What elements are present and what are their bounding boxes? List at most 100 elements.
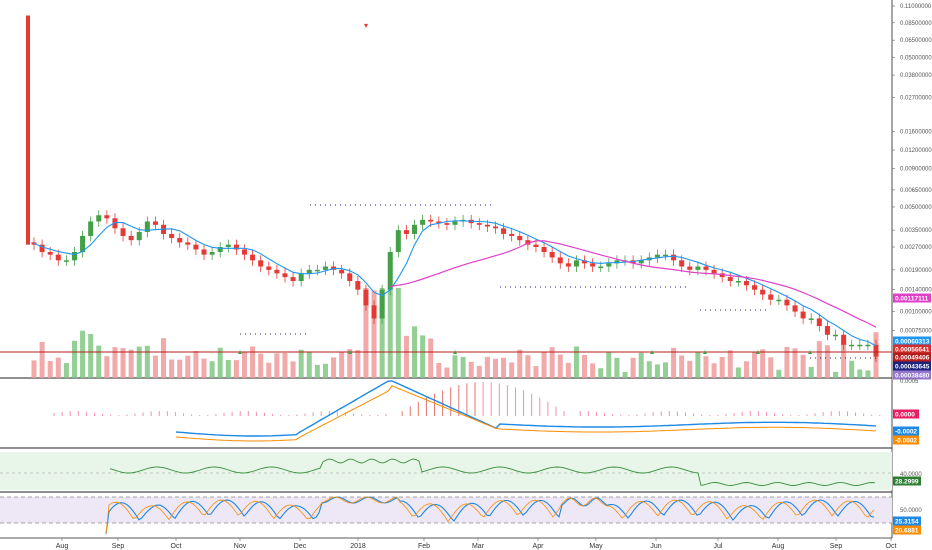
candle-body	[849, 344, 855, 347]
volume-bar	[760, 349, 766, 378]
volume-bar	[460, 356, 466, 378]
volume-bar	[298, 349, 304, 378]
volume-bar	[47, 361, 53, 378]
time-tick-label: Sep	[112, 543, 125, 550]
rsi-band	[0, 452, 892, 490]
candle-body	[298, 273, 304, 282]
volume-bar	[816, 341, 822, 378]
candle-body	[250, 254, 256, 261]
volume-bar	[492, 358, 498, 378]
macd-badge-label: 0.0000	[895, 411, 915, 418]
volume-bar	[290, 361, 296, 378]
volume-bar	[606, 352, 612, 378]
price-tick-label: 0.11000000	[900, 4, 932, 10]
volume-bar	[614, 357, 620, 378]
volume-bar	[865, 370, 871, 378]
volume-bar	[177, 359, 183, 378]
volume-bar	[671, 347, 677, 378]
volume-bar	[282, 352, 288, 378]
price-tick-label: 0.03800000	[900, 73, 932, 79]
candle-body	[638, 260, 644, 264]
candle-body	[768, 294, 774, 300]
candle-body	[420, 219, 426, 225]
price-badge	[893, 370, 931, 380]
rsi-tick-label: 40.0000	[900, 472, 922, 478]
price-tick-label: 0.02700000	[900, 95, 932, 101]
volume-bar	[274, 353, 280, 378]
candle-body	[743, 281, 749, 286]
price-tick-label: 0.00140000	[900, 288, 932, 294]
volume-bar	[436, 363, 442, 378]
candle-body	[266, 266, 272, 270]
candle-body	[363, 289, 369, 306]
volume-bar	[136, 346, 142, 378]
stoch-d-line	[105, 496, 875, 535]
price-tick-label: 0.00270000	[900, 245, 932, 251]
volume-bar	[808, 366, 814, 378]
candle-body	[679, 260, 685, 267]
price-badge-label: 0.00038480	[895, 372, 930, 379]
stoch-k-line	[105, 496, 875, 535]
support-marker	[703, 350, 707, 354]
volume-bar	[743, 361, 749, 378]
volume-bar	[703, 356, 709, 378]
volume-bar	[395, 288, 401, 378]
time-axis[interactable]: Aug Sep Oct Nov Dec 2018 Feb Mar Apr May Jun Jul Aug…	[56, 538, 897, 550]
td-sequential-annotations: ▾	[238, 21, 880, 359]
volume-bar	[266, 362, 272, 378]
candle-body	[719, 273, 725, 278]
price-badge	[893, 293, 931, 303]
candle-spike	[26, 15, 30, 245]
candle-body	[784, 299, 790, 306]
macd-badge	[893, 435, 919, 445]
candle-body	[735, 281, 741, 283]
moving-averages	[0, 220, 892, 353]
candle-body	[428, 219, 434, 222]
candle-body	[169, 233, 175, 239]
price-tick-label: 0.00100000	[900, 310, 932, 316]
candle-body	[549, 252, 555, 258]
volume-bar	[484, 356, 490, 378]
volume-bar	[590, 363, 596, 378]
candle-body	[47, 252, 53, 255]
candle-body	[501, 228, 507, 234]
candle-body	[177, 238, 183, 243]
stoch-badge-label: 20.6881	[895, 527, 919, 534]
price-badge	[893, 344, 931, 354]
volume-bar	[96, 345, 102, 378]
candle-body	[654, 254, 660, 258]
candle-body	[857, 344, 863, 347]
price-badge-label: 0.00043645	[895, 363, 930, 370]
candle-body	[225, 244, 231, 248]
price-badge-label: 0.00049406	[895, 354, 930, 361]
price-tick-label: 0.00900000	[900, 167, 932, 173]
candle-body	[120, 228, 126, 236]
candle-body	[727, 277, 733, 282]
volume-bar	[31, 360, 37, 378]
support-marker	[238, 350, 242, 354]
volume-bar	[646, 361, 652, 378]
volume-bar	[217, 347, 223, 378]
candle-body	[760, 289, 766, 295]
candle-body	[217, 247, 223, 253]
time-tick-label: May	[589, 543, 603, 550]
volume-bar	[468, 361, 474, 378]
volume-bar	[857, 369, 863, 378]
volume-bar	[476, 365, 482, 378]
volume-bar	[233, 360, 239, 378]
macd-tick-label: 0.0005	[900, 379, 919, 385]
stoch-badge	[893, 516, 921, 526]
candle-body	[703, 266, 709, 270]
time-tick-label: Feb	[418, 543, 430, 550]
candle-body	[136, 232, 142, 241]
volume-bar	[509, 362, 515, 378]
time-tick-label: Jul	[714, 543, 723, 550]
candle-body	[80, 235, 86, 253]
volume-bar	[403, 335, 409, 378]
volume-bar	[833, 371, 839, 378]
volume-bar	[565, 362, 571, 378]
rsi-badge-label: 28.2999	[895, 478, 919, 485]
price-axis[interactable]: 0.11000000 0.08500000 0.06500000 0.05000000…	[892, 4, 932, 535]
signal-arrow: ▾	[364, 21, 368, 30]
